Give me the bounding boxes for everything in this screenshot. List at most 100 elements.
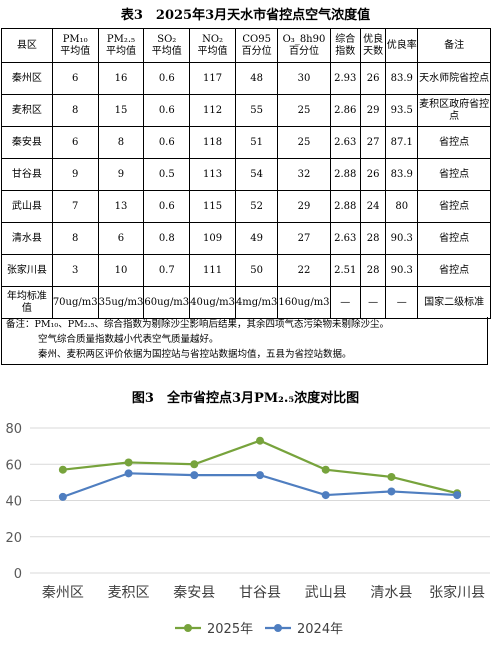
header-text: 百分位 — [288, 45, 319, 57]
cell: 29 — [359, 94, 387, 127]
cell: 7 — [51, 190, 99, 223]
header-cell: 综合 指数 — [329, 28, 361, 63]
row: 麦积区 8 15 0.6 112 55 25 2.86 29 93.5 麦积区政府省控点 — [1, 94, 491, 127]
cell: 26 — [359, 62, 387, 95]
row: 秦安县 6 8 0.6 118 51 25 2.63 27 87.1 省控点 — [1, 126, 491, 159]
cell: 0.7 — [143, 254, 191, 287]
marker — [387, 472, 396, 481]
marker — [453, 491, 462, 500]
cell: 25 — [277, 94, 331, 127]
cell: 麦积区政府省控点 — [417, 94, 491, 127]
header-cell: 备注 — [417, 28, 491, 63]
cell: 35ug/m3 — [97, 286, 145, 319]
row: 清水县 8 6 0.8 109 49 27 2.63 28 90.3 省控点 — [1, 222, 491, 255]
cell: 112 — [189, 94, 236, 127]
cell: 28 — [359, 254, 387, 287]
cell: 160ug/m3 — [277, 286, 331, 319]
y-tick-label: 80 — [5, 422, 22, 437]
cell: 6 — [51, 126, 99, 159]
row: 年均标准值 70ug/m3 35ug/m3 60ug/m3 40ug/m3 4mg/m3 1… — [1, 286, 491, 319]
header-text: 综合 — [335, 33, 356, 45]
cell: 国家二级标准 — [417, 286, 491, 319]
cell: 武山县 — [1, 190, 53, 223]
cell: 29 — [277, 190, 331, 223]
cell: 省控点 — [417, 190, 491, 223]
cell: 87.1 — [385, 126, 419, 159]
marker — [190, 471, 199, 480]
x-tick-label: 武山县 — [305, 585, 347, 601]
header-cell: PM₁₀ 平均值 — [51, 28, 99, 63]
cell: 50 — [234, 254, 279, 287]
cell: 6 — [51, 62, 99, 95]
cell: 2.93 — [329, 62, 361, 95]
marker — [190, 460, 199, 469]
x-tick-label: 麦积区 — [108, 585, 150, 601]
cell: 6 — [97, 222, 145, 255]
marker — [124, 458, 133, 467]
cell: 83.9 — [385, 62, 419, 95]
cell: 109 — [189, 222, 236, 255]
cell: 9 — [51, 158, 99, 191]
marker — [256, 436, 264, 445]
legend-label: 2024年 — [297, 622, 343, 637]
marker — [387, 487, 396, 496]
table-title: 表3 2025年3月天水市省控点空气浓度值 — [120, 8, 371, 23]
marker — [256, 471, 264, 480]
legend-label: 2025年 — [207, 622, 253, 637]
cell: 8 — [51, 222, 99, 255]
row: 武山县 7 13 0.6 115 52 29 2.88 24 80 省控点 — [1, 190, 491, 223]
header-cell: 优良率 — [385, 28, 419, 63]
cell: 2.88 — [329, 190, 361, 223]
x-tick-label: 甘谷县 — [239, 585, 281, 601]
cell: 麦积区 — [1, 94, 53, 127]
marker — [58, 492, 67, 501]
cell: 30 — [277, 62, 331, 95]
line — [62, 439, 458, 495]
cell: 115 — [189, 190, 236, 223]
cell: 天水师院省控点 — [417, 62, 491, 95]
cell: 13 — [97, 190, 145, 223]
cell: 113 — [189, 158, 236, 191]
cell: 2.86 — [329, 94, 361, 127]
cell: 0.5 — [143, 158, 191, 191]
header-cell: 县区 — [1, 28, 53, 63]
cell: 27 — [277, 222, 331, 255]
header-text: 平均值 — [151, 45, 182, 57]
header-cell: PM₂.₅ 平均值 — [97, 28, 145, 63]
cell: 70ug/m3 — [51, 286, 99, 319]
marker — [321, 491, 330, 500]
header-text: 优良率 — [386, 39, 417, 51]
header-text: 优良 — [363, 33, 384, 45]
header-text: 平均值 — [105, 45, 136, 57]
header-cell: O₃_8h90 百分位 — [277, 28, 331, 63]
cell: 0.6 — [143, 62, 191, 95]
cell: 80 — [385, 190, 419, 223]
x-tick-label: 秦州区 — [42, 585, 84, 601]
cell: 27 — [359, 126, 387, 159]
cell: 2.88 — [329, 158, 361, 191]
note: 备注：PM₁₀、PM₂.₅、综合指数为剔除沙尘影响后结果，其余四项气态污染物未剔… — [6, 319, 389, 330]
cell: 0.6 — [143, 126, 191, 159]
legend-marker — [274, 624, 282, 632]
x-tick-label: 张家川县 — [429, 584, 485, 601]
cell: 0.6 — [143, 190, 191, 223]
cell: 118 — [189, 126, 236, 159]
row: 甘谷县 9 9 0.5 113 54 32 2.88 26 83.9 省控点 — [1, 158, 491, 191]
note: 秦州、麦积两区评价依据为国控站与省控站数据均值，五县为省控站数据。 — [38, 349, 352, 360]
marker — [58, 465, 67, 474]
cell: 0.8 — [143, 222, 191, 255]
cell: — — [359, 286, 387, 319]
header-text: 平均值 — [197, 45, 228, 57]
cell: 117 — [189, 62, 236, 95]
cell: 51 — [234, 126, 279, 159]
header-text: CO95 — [242, 33, 271, 45]
cell: 4mg/m3 — [234, 286, 279, 319]
cell: 16 — [97, 62, 145, 95]
marker — [124, 469, 133, 478]
cell: 25 — [277, 126, 331, 159]
marker — [321, 465, 330, 474]
cell: 清水县 — [1, 222, 53, 255]
header-cell: CO95 百分位 — [234, 28, 279, 63]
cell: — — [385, 286, 419, 319]
cell: 8 — [97, 126, 145, 159]
